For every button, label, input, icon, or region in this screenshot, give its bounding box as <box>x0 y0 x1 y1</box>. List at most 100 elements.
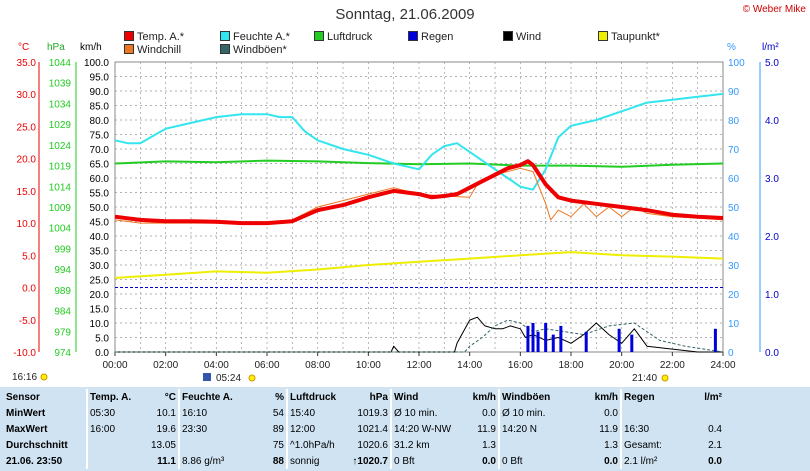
humidity-unit-label: % <box>727 42 736 53</box>
rain-bar <box>559 325 563 352</box>
rain-tick-label: 3.0 <box>765 174 779 185</box>
table-cell: Gesamt: <box>620 437 686 453</box>
humidity-tick-label: 70 <box>728 145 740 156</box>
table-cell: 1.3 <box>482 439 496 451</box>
pressure-tick-label: 999 <box>54 244 71 255</box>
table-cell: 0.0 <box>482 407 496 419</box>
table-cell: 23:30 <box>178 421 252 437</box>
table-cell: 16:00 <box>86 421 142 437</box>
pressure-tick-label: 1044 <box>49 58 72 69</box>
wind-tick-label: 60.0 <box>90 174 110 185</box>
pressure-tick-label: 1009 <box>49 203 72 214</box>
table-cell: Ø 10 min. <box>390 405 460 421</box>
table-cell <box>686 405 724 421</box>
table-cell <box>620 405 686 421</box>
humidity-tick-label: 40 <box>728 232 740 243</box>
wind-tick-label: 95.0 <box>90 73 110 84</box>
temp-tick-label: 35.0 <box>17 58 37 69</box>
table-cell: 11.1 <box>157 455 176 467</box>
table-row: MinWert 05:30 10.1 16:10 54 15:40 1019.3 Ø 10 m… <box>4 405 724 421</box>
table-cell: 10.1 <box>156 407 176 419</box>
pressure-tick-label: 1029 <box>49 120 72 131</box>
rain-bar <box>536 331 540 352</box>
sunrise-left-label: 16:16 <box>12 372 38 383</box>
humidity-tick-label: 0 <box>728 348 734 359</box>
table-cell: 19.6 <box>156 423 176 435</box>
pressure-tick-label: 1024 <box>49 141 72 152</box>
table-cell: sonnig <box>286 453 342 469</box>
x-tick-label: 02:00 <box>153 360 178 371</box>
wind-tick-label: 85.0 <box>90 102 110 113</box>
table-header-cell: l/m² <box>704 391 722 403</box>
legend-item: Feuchte A.* <box>220 31 290 43</box>
rain-tick-label: 2.0 <box>765 232 779 243</box>
table-cell: 8.86 g/m³ <box>178 453 252 469</box>
x-tick-label: 12:00 <box>406 360 431 371</box>
table-cell: 13.05 <box>150 439 176 451</box>
temp-tick-label: 20.0 <box>17 155 37 166</box>
table-header-cell: km/h <box>472 391 496 403</box>
wind-tick-label: 55.0 <box>90 189 110 200</box>
table-cell: 0.0 <box>604 407 618 419</box>
table-cell <box>86 453 142 469</box>
wind-tick-label: 90.0 <box>90 87 110 98</box>
humidity-tick-label: 10 <box>728 319 740 330</box>
table-cell: 14:20 N <box>498 421 576 437</box>
sunrise-label: 05:24 <box>216 373 242 384</box>
table-header-cell: hPa <box>369 391 388 403</box>
table-header-cell: Sensor <box>6 391 40 403</box>
table-header-cell: Windböen <box>498 389 576 405</box>
x-tick-label: 18:00 <box>558 360 583 371</box>
table-cell: 16:10 <box>178 405 252 421</box>
table-cell: Durchschnitt <box>6 439 68 451</box>
table-cell: 15:40 <box>286 405 342 421</box>
legend-item: Luftdruck <box>314 31 372 43</box>
wind-tick-label: 25.0 <box>90 276 110 287</box>
legend-swatch <box>220 44 230 54</box>
x-tick-label: 10:00 <box>356 360 381 371</box>
wind-tick-label: 40.0 <box>90 232 110 243</box>
table-header-cell: Regen <box>620 389 686 405</box>
pressure-tick-label: 1019 <box>49 162 72 173</box>
table-header-cell: km/h <box>594 391 618 403</box>
table-row: Durchschnitt 13.05 75 ^1.0hPa/h 1020.6 31.2 k… <box>4 437 724 453</box>
legend-item: Windchill <box>124 44 181 56</box>
table-cell: 88 <box>272 455 284 467</box>
legend-swatch <box>503 31 513 41</box>
table-header-cell: % <box>275 391 284 403</box>
temp-tick-label: 15.0 <box>17 187 37 198</box>
table-header-row: Sensor Temp. A. °C Feuchte A.% Luftdruck hPa W… <box>4 389 724 405</box>
temp-tick-label: 25.0 <box>17 122 37 133</box>
table-header-cell: Luftdruck <box>286 389 342 405</box>
legend-label: Regen <box>421 31 454 43</box>
legend-swatch <box>124 44 134 54</box>
temp-tick-label: 30.0 <box>17 90 37 101</box>
legend-label: Luftdruck <box>327 31 373 43</box>
table-cell: 2.1 <box>708 439 722 451</box>
pressure-tick-label: 1014 <box>49 182 72 193</box>
series-taupunkt <box>114 251 724 279</box>
series-wind <box>115 316 723 353</box>
rain-bar <box>544 323 548 352</box>
rain-bar <box>526 325 530 352</box>
pressure-tick-label: 979 <box>54 327 71 338</box>
table-cell: MinWert <box>6 407 46 419</box>
pressure-tick-label: 1034 <box>49 99 72 110</box>
humidity-tick-label: 80 <box>728 116 740 127</box>
x-tick-label: 20:00 <box>609 360 634 371</box>
table-cell: 14:20 W-NW <box>390 421 460 437</box>
table-cell: 1.3 <box>604 439 618 451</box>
table-cell: 11.9 <box>599 423 618 435</box>
x-tick-label: 04:00 <box>204 360 229 371</box>
humidity-tick-label: 60 <box>728 174 740 185</box>
wind-tick-label: 45.0 <box>90 218 110 229</box>
table-header-cell: Wind <box>390 389 460 405</box>
humidity-tick-label: 100 <box>728 58 745 69</box>
table-header-cell: Feuchte A. <box>178 389 252 405</box>
x-tick-label: 22:00 <box>660 360 685 371</box>
table-cell: 11.9 <box>477 423 496 435</box>
legend-item: Windböen* <box>220 44 287 56</box>
table-cell <box>178 437 252 453</box>
rain-bar <box>617 328 621 352</box>
table-cell <box>498 437 576 453</box>
